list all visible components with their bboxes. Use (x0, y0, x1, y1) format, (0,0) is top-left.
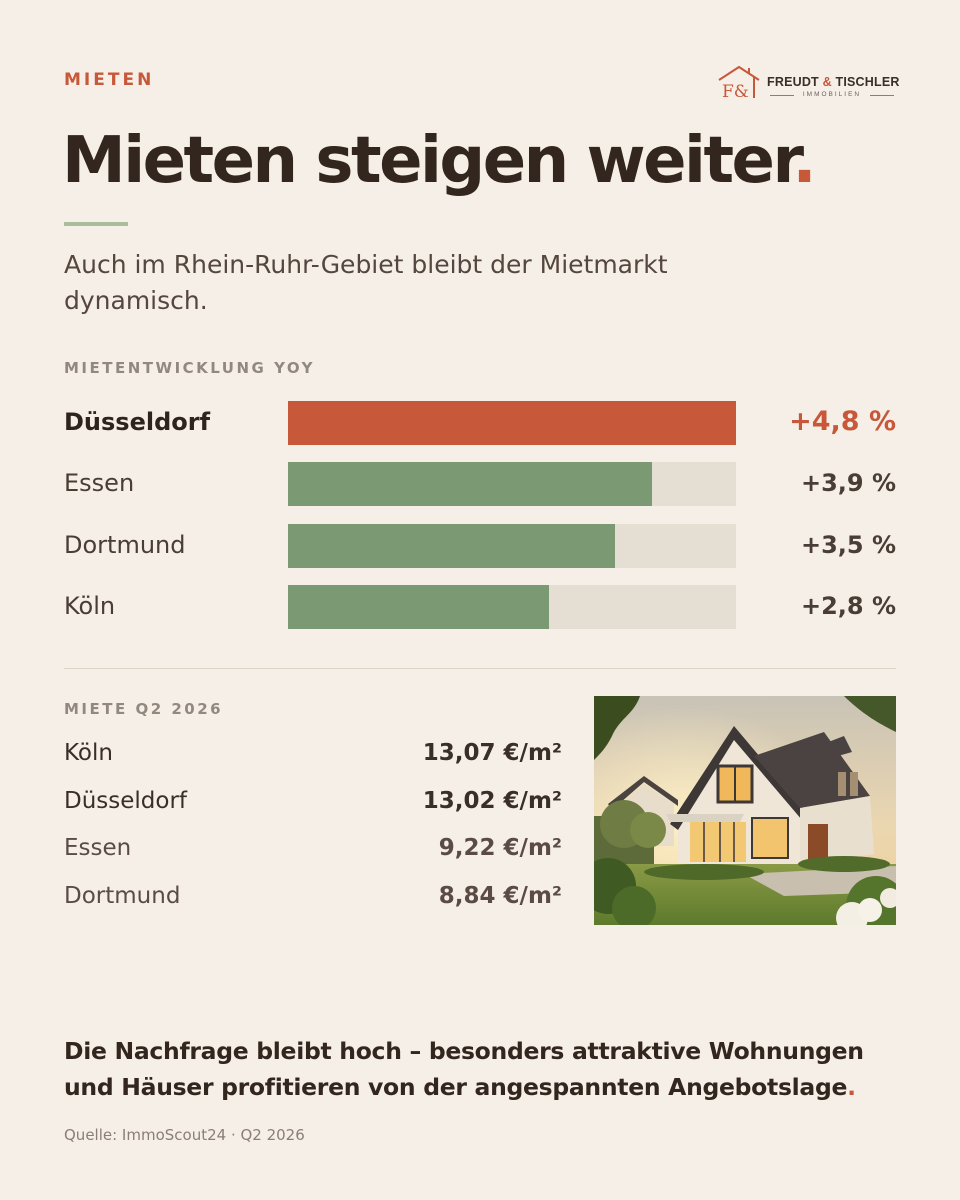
rent-row: Dortmund 8,84 €/m² (64, 883, 562, 915)
section-kicker: MIETEN (64, 70, 155, 90)
house-photo-illustration (594, 696, 896, 925)
brand-name: FREUDT & TISCHLER (767, 75, 900, 89)
bar-category-label: Dortmund (64, 530, 186, 559)
bar-row: Dortmund +3,5 % (64, 523, 896, 568)
house-roof-icon: F& (718, 65, 760, 100)
bar-value-label: +3,5 % (800, 530, 896, 559)
bar-row: Essen +3,9 % (64, 462, 896, 507)
page-title-dot: . (792, 124, 816, 198)
rent-city: Dortmund (64, 882, 181, 909)
bar (288, 523, 615, 568)
bar (288, 584, 550, 629)
rent-value: 9,22 €/m² (438, 835, 562, 861)
page-subtitle: Auch im Rhein-Ruhr-Gebiet bleibt der Mie… (64, 250, 668, 315)
rent-table-title: MIETE Q2 2026 (64, 700, 224, 718)
svg-text:F&: F& (722, 82, 749, 100)
rent-value: 8,84 €/m² (438, 882, 562, 909)
chart-title: MIETENTWICKLUNG YOY (64, 359, 315, 377)
rent-row: Köln 13,07 €/m² (64, 740, 562, 772)
bar-track (288, 462, 736, 507)
source-note: Quelle: ImmoScout24 · Q2 2026 (64, 1126, 305, 1144)
page-title-text: Mieten steigen weiter (62, 124, 795, 198)
bar-row: Düsseldorf +4,8 % (64, 401, 896, 445)
closing-text: Die Nachfrage bleibt hoch – besonders at… (64, 1037, 864, 1101)
bar-track (288, 523, 736, 568)
closing-dot: . (847, 1073, 856, 1101)
house-photo (594, 696, 896, 925)
brand-name-amp: & (822, 75, 832, 89)
brand-subtitle: IMMOBILIEN (802, 91, 862, 98)
brand-subline: IMMOBILIEN (770, 91, 894, 101)
bar (288, 462, 652, 507)
brand-logo: F& FREUDT & TISCHLER IMMOBILIEN (716, 64, 899, 104)
section-divider (64, 668, 896, 669)
bar-value-label: +2,8 % (800, 591, 896, 620)
bar-category-label: Düsseldorf (64, 408, 211, 436)
bar-value-label: +3,9 % (800, 469, 896, 498)
bar-category-label: Essen (64, 469, 135, 498)
bar-value-label: +4,8 % (789, 406, 896, 437)
brand-subline-rule-left (770, 95, 794, 96)
rent-row: Düsseldorf 13,02 €/m² (64, 788, 562, 820)
bar-row: Köln +2,8 % (64, 584, 896, 629)
closing-statement: Die Nachfrage bleibt hoch – besonders at… (64, 1033, 894, 1105)
bar-track (288, 401, 736, 445)
rent-row: Essen 9,22 €/m² (64, 835, 562, 867)
rent-city: Essen (64, 835, 132, 861)
bar (288, 401, 736, 445)
brand-subline-rule-right (870, 95, 894, 96)
rent-city: Düsseldorf (64, 787, 188, 814)
brand-name-second: TISCHLER (835, 75, 900, 89)
brand-name-first: FREUDT (767, 75, 819, 89)
bar-category-label: Köln (64, 591, 116, 620)
rent-value: 13,07 €/m² (422, 740, 562, 766)
rent-value: 13,02 €/m² (422, 787, 562, 814)
bar-track (288, 584, 736, 629)
rent-city: Köln (64, 740, 113, 766)
page-title: Mieten steigen weiter. (62, 124, 817, 198)
accent-rule (64, 222, 128, 226)
